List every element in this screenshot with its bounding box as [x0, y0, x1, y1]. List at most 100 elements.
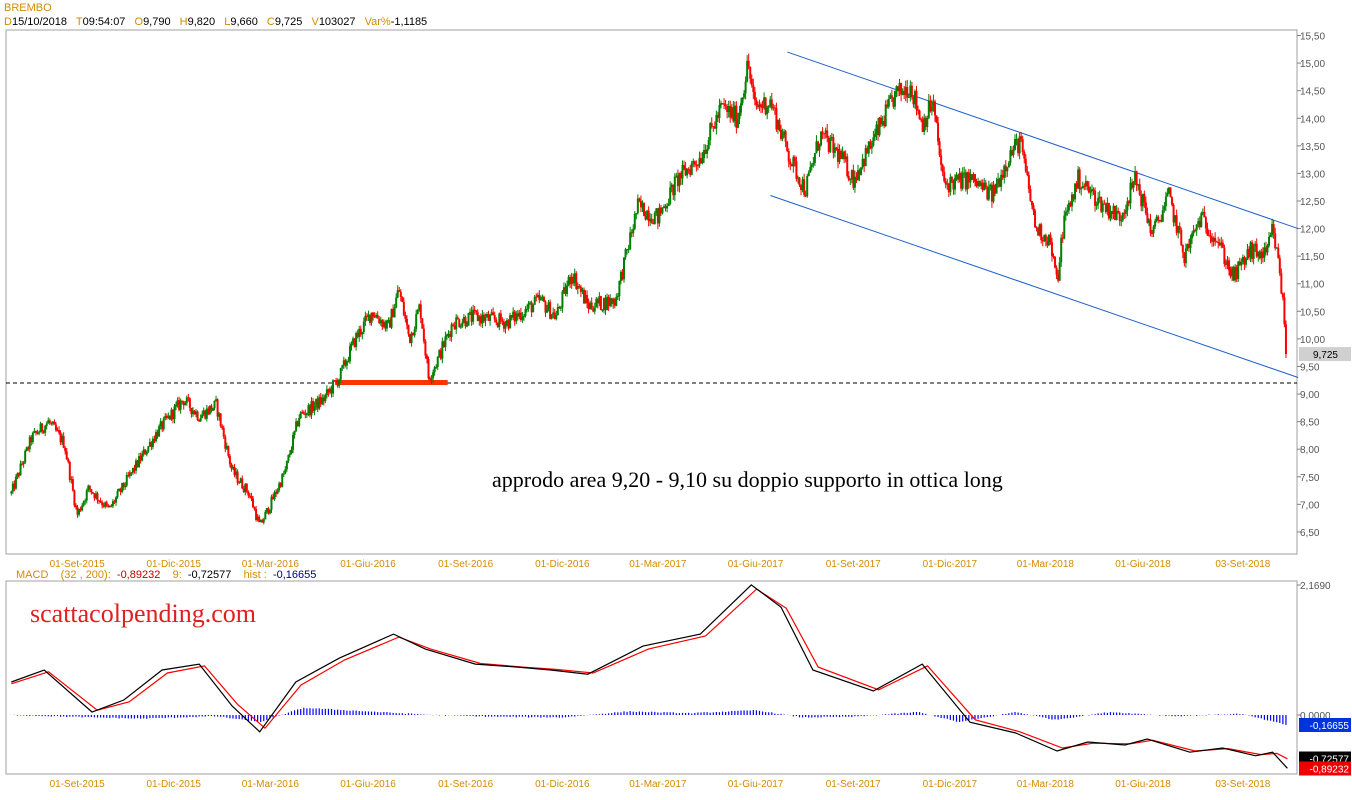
candle-body [773, 107, 776, 109]
candle-body [686, 169, 689, 176]
candle-body [550, 314, 553, 319]
candle-body [796, 177, 799, 179]
candle-body [116, 491, 119, 498]
candle-body [969, 174, 972, 183]
candle-body [422, 328, 425, 342]
candle-body [472, 309, 475, 322]
candle-body [673, 176, 676, 196]
chart-title: BREMBO [4, 2, 52, 14]
candle-body [584, 295, 587, 304]
candle-body [211, 408, 214, 411]
candle-body [492, 312, 495, 315]
candle-body [684, 168, 687, 176]
macd-header: MACD (32 , 200): -0,89232 9: -0,72577 hi… [16, 569, 317, 581]
candle-body [273, 491, 276, 500]
candle-body [572, 276, 575, 284]
candle-body [753, 91, 756, 101]
candle-body [13, 483, 16, 489]
macd-date-tick-label: 03-Set-2018 [1215, 779, 1270, 790]
candle-body [778, 119, 781, 131]
candle-body [251, 498, 254, 508]
candle-body [290, 449, 293, 454]
candle-body [775, 107, 778, 130]
candle-body [764, 97, 767, 115]
candle-body [384, 321, 387, 329]
candle-body [1103, 203, 1106, 205]
candle-body [144, 449, 147, 455]
candle-body [1177, 226, 1180, 233]
candle-body [1254, 243, 1257, 247]
candle-body [1135, 171, 1138, 186]
candle-body [1104, 203, 1107, 212]
candle-body [1037, 228, 1040, 236]
price-tick-label: 13,00 [1300, 169, 1325, 180]
candle-body [198, 420, 201, 422]
candle-body [288, 453, 291, 456]
candle-body [442, 341, 445, 347]
candle-body [405, 318, 408, 325]
candle-body [897, 86, 900, 92]
candle-body [1191, 233, 1194, 239]
candle-body [990, 184, 993, 202]
candle-body [164, 415, 167, 419]
quote-open: 9,790 [143, 16, 171, 28]
candle-body [335, 380, 338, 382]
candle-body [475, 310, 478, 313]
candle-body [355, 332, 358, 347]
candle-body [1084, 181, 1087, 187]
candle-body [372, 312, 375, 317]
candle-body [860, 167, 863, 175]
candle-body [118, 489, 121, 492]
candle-body [322, 397, 325, 402]
candle-body [676, 175, 679, 187]
candle-body [261, 519, 264, 523]
quote-high: 9,820 [187, 16, 216, 28]
candle-body [604, 298, 607, 311]
candle-body [441, 341, 444, 359]
candle-body [1132, 181, 1135, 188]
candle-body [1189, 238, 1192, 248]
signal-value: -0,72577 [187, 569, 232, 581]
candle-body [884, 104, 887, 127]
candle-body [44, 425, 47, 433]
quote-key-close: C [266, 16, 275, 28]
candle-body [539, 297, 542, 300]
candle-body [413, 329, 416, 336]
candle-body [161, 421, 164, 430]
candle-body [1050, 242, 1053, 256]
candle-body [1015, 138, 1018, 140]
candle-body [396, 290, 399, 298]
candle-body [1090, 189, 1093, 192]
candle-body [162, 418, 165, 430]
candle-body [818, 145, 821, 151]
candle-body [1043, 235, 1046, 242]
candle-body [379, 320, 382, 323]
candle-body [339, 368, 342, 380]
candle-body [724, 104, 727, 107]
candle-body [258, 516, 261, 523]
price-tick-label: 12,00 [1300, 225, 1325, 236]
candle-body [315, 398, 318, 406]
price-tick-label: 12,50 [1300, 197, 1325, 208]
candle-body [245, 483, 248, 492]
macd-date-tick-label: 01-Dic-2016 [535, 779, 590, 790]
candle-body [470, 311, 473, 322]
candle-body [880, 117, 883, 125]
quote-key-var: Var% [364, 16, 391, 28]
candle-body [546, 309, 549, 313]
candle-body [208, 405, 211, 414]
hist-value-label: -0,16655 [1310, 721, 1350, 732]
candle-body [479, 316, 482, 324]
candle-body [827, 137, 830, 152]
candle-body [582, 289, 585, 304]
candle-body [809, 167, 812, 173]
candle-body [1169, 187, 1172, 198]
candle-body [1140, 195, 1143, 207]
candle-body [997, 178, 1000, 184]
candle-body [930, 106, 933, 112]
candle-body [1207, 235, 1210, 237]
candle-body [1227, 260, 1230, 271]
candle-body [1257, 251, 1260, 257]
candle-body [763, 97, 766, 108]
candle-body [716, 115, 719, 119]
